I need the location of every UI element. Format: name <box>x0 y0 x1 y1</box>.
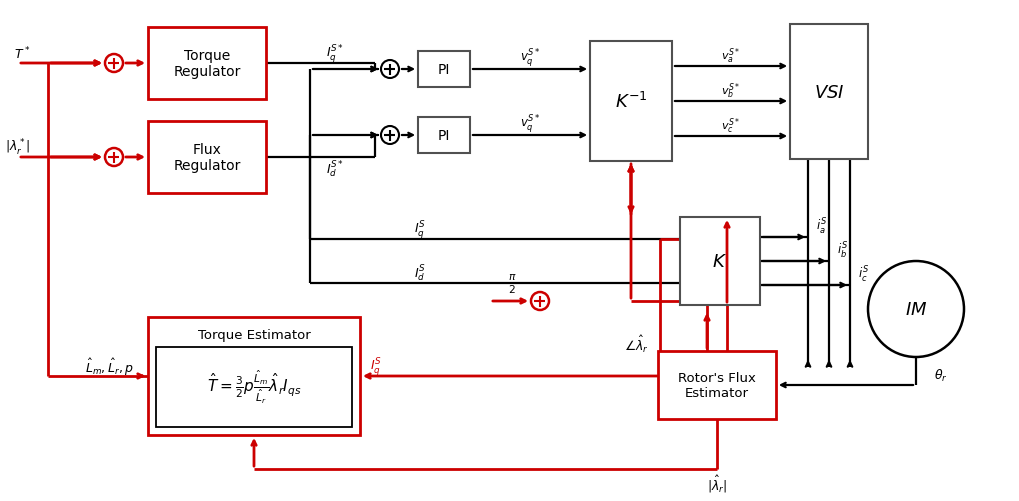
Text: Rotor's Flux
Estimator: Rotor's Flux Estimator <box>678 371 755 399</box>
Text: $IM$: $IM$ <box>904 301 926 318</box>
Bar <box>790 25 867 160</box>
Bar <box>148 122 266 193</box>
Bar <box>418 52 470 88</box>
Text: $v_b^{S*}$: $v_b^{S*}$ <box>720 81 740 101</box>
Text: $VSI$: $VSI$ <box>813 83 844 101</box>
Text: $I_d^{S*}$: $I_d^{S*}$ <box>326 159 343 180</box>
Text: $I_q^S$: $I_q^S$ <box>414 218 426 240</box>
Bar <box>680 217 759 306</box>
Bar <box>148 28 266 100</box>
Text: Torque Estimator: Torque Estimator <box>198 329 310 342</box>
Bar <box>657 351 775 419</box>
Text: Torque
Regulator: Torque Regulator <box>173 49 240 79</box>
Text: $I_d^S$: $I_d^S$ <box>414 264 426 284</box>
Text: $|\lambda_r^*|$: $|\lambda_r^*|$ <box>5 138 31 158</box>
Bar <box>418 118 470 154</box>
Text: $i_a^S$: $i_a^S$ <box>815 216 826 236</box>
Bar <box>148 317 360 435</box>
Text: $i_b^S$: $i_b^S$ <box>837 240 848 261</box>
Text: $T^*$: $T^*$ <box>14 46 31 62</box>
Text: $v_q^{S*}$: $v_q^{S*}$ <box>520 113 540 135</box>
Circle shape <box>381 127 398 145</box>
Text: Flux
Regulator: Flux Regulator <box>173 143 240 173</box>
Text: $|\hat{\lambda}_r|$: $|\hat{\lambda}_r|$ <box>706 472 727 493</box>
Circle shape <box>105 55 123 73</box>
Circle shape <box>867 262 963 357</box>
Text: $v_c^{S*}$: $v_c^{S*}$ <box>720 116 740 136</box>
Text: $v_a^{S*}$: $v_a^{S*}$ <box>720 46 740 66</box>
Circle shape <box>105 149 123 167</box>
Bar <box>156 347 352 427</box>
Text: $K^{-1}$: $K^{-1}$ <box>614 92 647 112</box>
Bar <box>589 42 672 162</box>
Text: $\angle\hat{\lambda}_r$: $\angle\hat{\lambda}_r$ <box>623 333 648 354</box>
Text: $\frac{\pi}{2}$: $\frac{\pi}{2}$ <box>507 272 516 295</box>
Text: PI: PI <box>437 63 449 77</box>
Text: $\hat{T}=\frac{3}{2}p\frac{\hat{L}_m}{\hat{L}_r}\hat{\lambda}_r I_{qs}$: $\hat{T}=\frac{3}{2}p\frac{\hat{L}_m}{\h… <box>207 368 301 406</box>
Text: $K$: $K$ <box>712 253 727 271</box>
Text: $v_q^{S*}$: $v_q^{S*}$ <box>520 47 540 69</box>
Text: $I_q^{S*}$: $I_q^{S*}$ <box>326 43 343 65</box>
Text: $\hat{L}_m,\hat{L}_r,p$: $\hat{L}_m,\hat{L}_r,p$ <box>86 356 135 377</box>
Text: PI: PI <box>437 129 449 143</box>
Text: $I_q^S$: $I_q^S$ <box>370 355 381 377</box>
Text: $i_c^S$: $i_c^S$ <box>857 265 868 285</box>
Circle shape <box>531 293 548 311</box>
Text: $\theta_r$: $\theta_r$ <box>933 367 947 383</box>
Circle shape <box>381 61 398 79</box>
